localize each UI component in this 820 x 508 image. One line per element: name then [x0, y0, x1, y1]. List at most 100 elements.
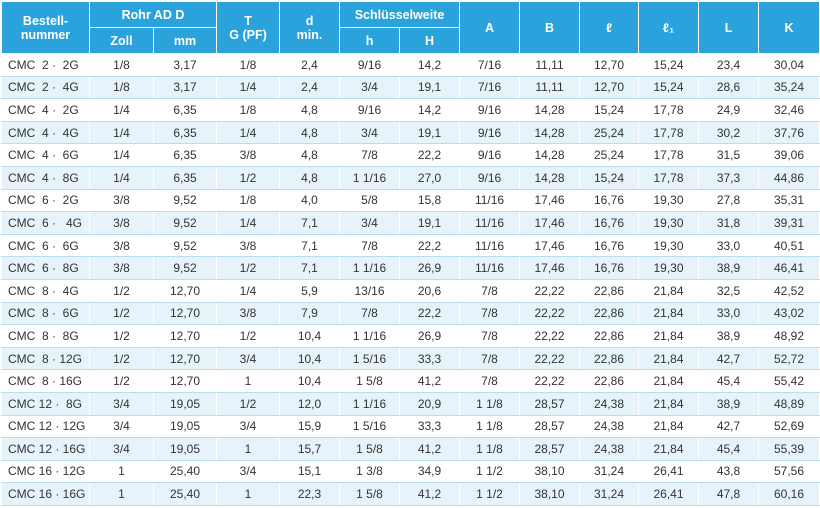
header-text: T	[244, 13, 252, 28]
header-text: min.	[296, 27, 323, 42]
table-cell: 9,52	[152, 256, 218, 280]
table-cell: 14,28	[519, 165, 581, 190]
table-cell: 11,11	[519, 75, 581, 100]
table-cell: 22,22	[519, 324, 581, 348]
header-cell: mm	[152, 27, 218, 54]
table-cell: 28,57	[519, 391, 581, 416]
table-cell: 41,2	[399, 369, 461, 393]
table-cell: 55,39	[758, 437, 820, 461]
table-cell: 1/8	[89, 53, 154, 77]
table-cell: 14,2	[399, 98, 461, 122]
table-cell: 1 1/8	[459, 414, 521, 439]
table-cell: 17,78	[638, 143, 700, 167]
table-cell: 11/16	[459, 188, 521, 213]
table-cell: 12,70	[152, 278, 218, 303]
order-number: CMC 12 · 8G	[1, 391, 90, 416]
header-cell: d min.	[279, 1, 341, 54]
table-cell: 1/2	[89, 301, 154, 326]
table-cell: 22,2	[399, 233, 461, 258]
table-cell: 38,10	[519, 482, 581, 506]
table-cell: 1 1/8	[459, 391, 521, 416]
table-row: CMC 4 · 8G 1/4 6,35 1/2 4,8 1 1/16 27,0 9/16 14,…	[1, 165, 820, 190]
table-cell: 1	[216, 437, 281, 461]
table-cell: 9/16	[339, 98, 401, 122]
table-cell: 3/8	[216, 301, 281, 326]
table-cell: 17,78	[638, 120, 700, 145]
table-cell: 12,70	[152, 324, 218, 348]
table-cell: 11,11	[519, 53, 581, 77]
table-cell: 7,1	[279, 256, 341, 280]
order-number: CMC 2 · 2G	[1, 53, 90, 77]
table-cell: 17,46	[519, 256, 581, 280]
table-cell: 9/16	[339, 53, 401, 77]
table-cell: 9,52	[152, 233, 218, 258]
table-cell: 7/8	[459, 346, 521, 371]
table-cell: 1/8	[89, 75, 154, 100]
table-cell: 46,41	[758, 256, 820, 280]
table-cell: 16,76	[579, 256, 640, 280]
order-number: CMC 6 · 8G	[1, 256, 90, 280]
table-cell: 15,7	[279, 437, 341, 461]
table-cell: 3,17	[152, 75, 218, 100]
table-cell: 25,40	[152, 459, 218, 484]
table-cell: 19,1	[399, 120, 461, 145]
table-cell: 1 1/16	[339, 391, 401, 416]
table-cell: 4,8	[279, 98, 341, 122]
table-cell: 6,35	[152, 165, 218, 190]
table-cell: 9,52	[152, 188, 218, 213]
table-cell: 22,2	[399, 301, 461, 326]
order-number: CMC 8 · 8G	[1, 324, 90, 348]
table-cell: 14,28	[519, 98, 581, 122]
table-cell: 22,22	[519, 369, 581, 393]
table-row: CMC 16 · 12G 1 25,40 3/4 15,1 1 3/8 34,9 1 1/2 3…	[1, 459, 820, 484]
table-cell: 19,05	[152, 391, 218, 416]
order-number: CMC 8 · 4G	[1, 278, 90, 303]
table-row: CMC 8 · 16G 1/2 12,70 1 10,4 1 5/8 41,2 7/8 22,2…	[1, 369, 820, 393]
table-row: CMC 12 · 16G 3/4 19,05 1 15,7 1 5/8 41,2 1 1/8 2…	[1, 437, 820, 461]
table-cell: 45,4	[698, 437, 760, 461]
table-cell: 1 1/2	[459, 459, 521, 484]
table-cell: 19,30	[638, 256, 700, 280]
table-cell: 22,22	[519, 301, 581, 326]
header-cell: H	[399, 27, 461, 54]
table-cell: 42,52	[758, 278, 820, 303]
table-cell: 7/16	[459, 53, 521, 77]
header-cell: ℓ₁	[638, 1, 700, 54]
order-number: CMC 12 · 16G	[1, 437, 90, 461]
table-cell: 12,70	[152, 369, 218, 393]
table-cell: 11/16	[459, 211, 521, 235]
table-cell: 48,89	[758, 391, 820, 416]
table-cell: 7,1	[279, 233, 341, 258]
table-cell: 21,84	[638, 414, 700, 439]
table-cell: 12,70	[579, 75, 640, 100]
table-cell: 17,46	[519, 211, 581, 235]
table-cell: 42,7	[698, 414, 760, 439]
table-cell: 33,3	[399, 414, 461, 439]
table-cell: 26,9	[399, 324, 461, 348]
table-body: CMC 2 · 2G 1/8 3,17 1/8 2,4 9/16 14,2 7/16 11,11…	[1, 53, 820, 506]
order-number: CMC 4 · 4G	[1, 120, 90, 145]
table-cell: 1/4	[216, 120, 281, 145]
table-cell: 33,3	[399, 346, 461, 371]
table-cell: 47,8	[698, 482, 760, 506]
header-text: G (PF)	[229, 27, 267, 42]
table-cell: 40,51	[758, 233, 820, 258]
order-number: CMC 8 · 6G	[1, 301, 90, 326]
table-cell: 1	[89, 459, 154, 484]
table-cell: 1/2	[216, 256, 281, 280]
header-cell: L	[698, 1, 760, 54]
table-cell: 31,24	[579, 459, 640, 484]
table-cell: 43,02	[758, 301, 820, 326]
table-cell: 5/8	[339, 188, 401, 213]
table-cell: 1	[216, 482, 281, 506]
header-cell: A	[459, 1, 521, 54]
table-cell: 39,31	[758, 211, 820, 235]
table-cell: 26,41	[638, 482, 700, 506]
table-cell: 1/2	[89, 369, 154, 393]
table-cell: 31,8	[698, 211, 760, 235]
table-cell: 38,10	[519, 459, 581, 484]
table-cell: 3/8	[89, 211, 154, 235]
